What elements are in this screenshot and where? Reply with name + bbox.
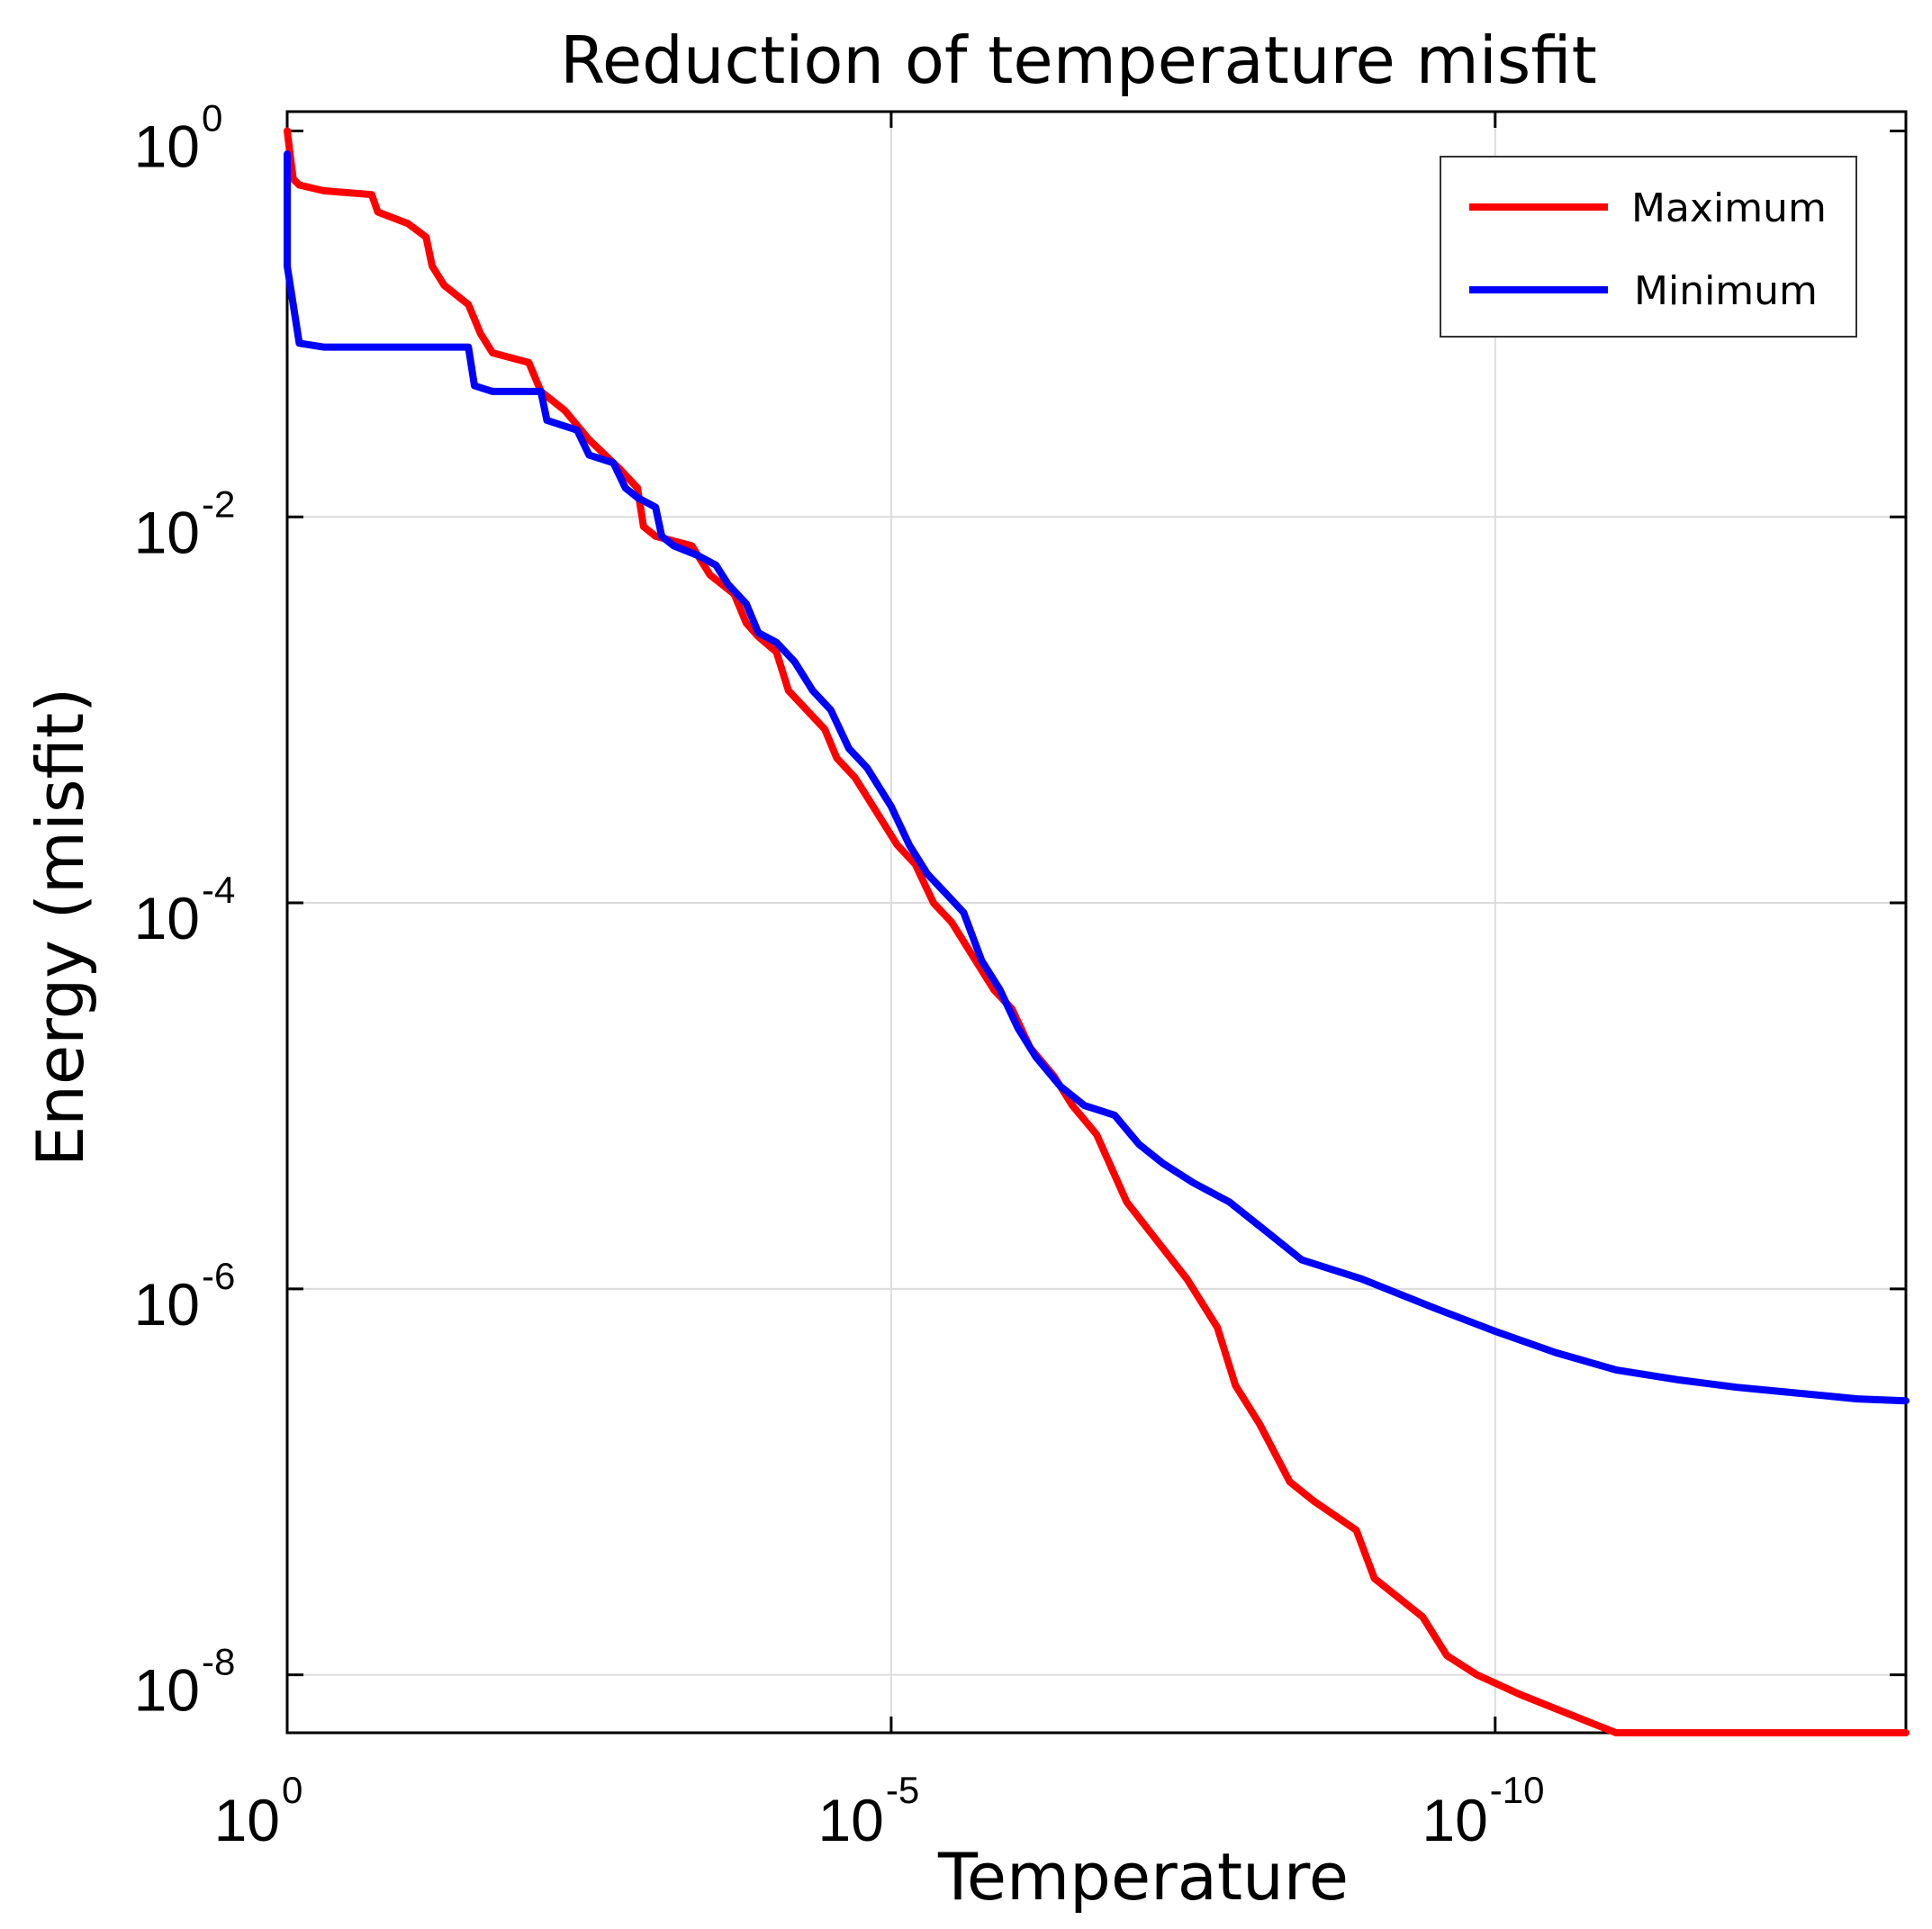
x-tick-labels: 10 0 10 -5 10 -10 <box>214 1769 1545 1853</box>
x-tick-base: 10 <box>817 1787 883 1853</box>
legend-label-maximum: Maximum <box>1631 185 1827 231</box>
y-tick-label: 10 0 <box>134 96 223 179</box>
y-tick-label: 10 -4 <box>134 869 236 951</box>
y-tick-label: 10 -6 <box>134 1255 236 1338</box>
grid-lines <box>287 112 1906 1733</box>
y-tick-base: 10 <box>134 1271 200 1338</box>
legend-label-minimum: Minimum <box>1634 268 1818 314</box>
legend-box <box>1440 156 1857 338</box>
x-tick-base: 10 <box>1422 1787 1487 1853</box>
x-tick-exponent: -10 <box>1490 1769 1545 1811</box>
series-line-maximum <box>284 127 1909 1736</box>
tick-marks <box>285 112 1906 1733</box>
y-tick-base: 10 <box>134 499 200 565</box>
y-tick-base: 10 <box>134 113 200 179</box>
x-tick-label: 10 0 <box>214 1769 303 1853</box>
y-tick-base: 10 <box>134 885 200 951</box>
y-tick-label: 10 -2 <box>134 482 236 565</box>
series-lines <box>284 127 1909 1736</box>
y-tick-exponent: 0 <box>202 96 222 139</box>
y-tick-exponent: -6 <box>202 1255 235 1297</box>
x-tick-exponent: 0 <box>282 1769 302 1811</box>
y-tick-exponent: -8 <box>202 1641 235 1683</box>
y-tick-exponent: -4 <box>202 869 235 911</box>
legend: Maximum Minimum <box>1440 156 1857 338</box>
x-tick-base: 10 <box>214 1787 280 1853</box>
y-tick-base: 10 <box>134 1657 200 1724</box>
y-axis-label: Energy (misfit) <box>23 688 98 1167</box>
x-tick-label: 10 -10 <box>1422 1769 1544 1853</box>
y-tick-exponent: -2 <box>202 482 235 525</box>
series-line-minimum <box>284 150 1909 1405</box>
y-tick-label: 10 -8 <box>134 1641 236 1724</box>
chart-title: Reduction of temperature misfit <box>560 23 1597 98</box>
plot-frame <box>285 110 1908 1735</box>
x-axis-label: Temperature <box>937 1839 1349 1915</box>
x-tick-label: 10 -5 <box>817 1769 919 1853</box>
x-tick-exponent: -5 <box>886 1769 919 1811</box>
